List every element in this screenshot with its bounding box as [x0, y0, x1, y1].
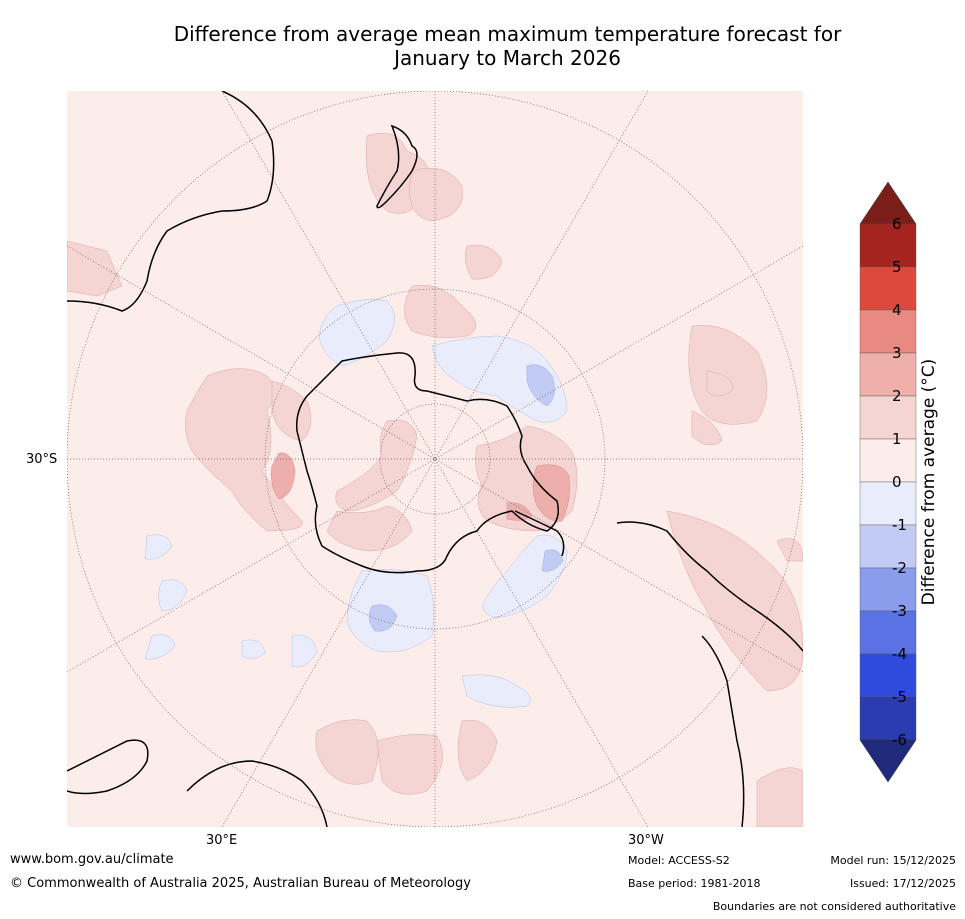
anomaly-2-3-patches [271, 452, 570, 522]
map-canvas [67, 91, 803, 827]
colorbar-tick-label: 3 [892, 344, 902, 362]
colorbar-bands [859, 182, 917, 782]
colorbar-tick-label: -3 [892, 602, 907, 620]
title-line-2: January to March 2026 [394, 46, 621, 70]
south-america-coastline [616, 521, 803, 827]
colorbar-band [859, 524, 917, 569]
africa-coastline [67, 739, 328, 827]
colorbar-band [859, 309, 917, 354]
anomaly-neg2-neg1-patches [368, 364, 564, 632]
colorbar-tick-label: 6 [892, 215, 902, 233]
footer-model: Model: ACCESS-S2 [628, 854, 730, 867]
colorbar-tick-label: -4 [892, 645, 907, 663]
colorbar-over-arrow [859, 182, 917, 225]
colorbar-band [859, 567, 917, 612]
colorbar-band [859, 653, 917, 698]
map-title: Difference from average mean maximum tem… [60, 22, 955, 70]
antarctic-peninsula [514, 510, 565, 557]
colorbar-band [859, 266, 917, 311]
colorbar-title: Difference from average (°C) [919, 358, 939, 606]
colorbar [859, 182, 917, 782]
longitude-label-30w: 30°W [628, 833, 664, 848]
colorbar-tick-label: 0 [892, 473, 902, 491]
anomaly-1-2-patches [67, 132, 803, 827]
colorbar-band [859, 438, 917, 483]
colorbar-band [859, 610, 917, 655]
colorbar-tick-label: -2 [892, 559, 907, 577]
australia-coastline [67, 91, 275, 312]
new-zealand-coastline [376, 124, 418, 209]
longitude-label-30e: 30°E [206, 833, 238, 848]
colorbar-tick-label: -5 [892, 688, 907, 706]
footer-disclaimer: Boundaries are not considered authoritat… [712, 900, 956, 913]
footer-copyright: © Commonwealth of Australia 2025, Austra… [10, 876, 471, 891]
footer-base-period: Base period: 1981-2018 [628, 877, 761, 890]
colorbar-band [859, 223, 917, 268]
colorbar-band [859, 395, 917, 440]
colorbar-tick-label: 2 [892, 387, 902, 405]
colorbar-band [859, 352, 917, 397]
footer-model-run: Model run: 15/12/2025 [830, 854, 956, 867]
colorbar-tick-label: 1 [892, 430, 902, 448]
antarctica-coastline [295, 352, 559, 574]
colorbar-under-arrow [859, 739, 917, 782]
colorbar-band [859, 696, 917, 741]
title-line-1: Difference from average mean maximum tem… [173, 22, 842, 46]
colorbar-band [859, 481, 917, 526]
colorbar-tick-label: -1 [892, 516, 907, 534]
colorbar-tick-label: 4 [892, 301, 902, 319]
colorbar-tick-label: 5 [892, 258, 902, 276]
footer-url[interactable]: www.bom.gov.au/climate [10, 852, 174, 867]
graticule [67, 91, 803, 827]
colorbar-tick-label: -6 [892, 731, 907, 749]
latitude-label-30s: 30°S [26, 452, 58, 467]
footer-issued: Issued: 17/12/2025 [849, 877, 956, 890]
polar-map[interactable] [67, 91, 803, 827]
